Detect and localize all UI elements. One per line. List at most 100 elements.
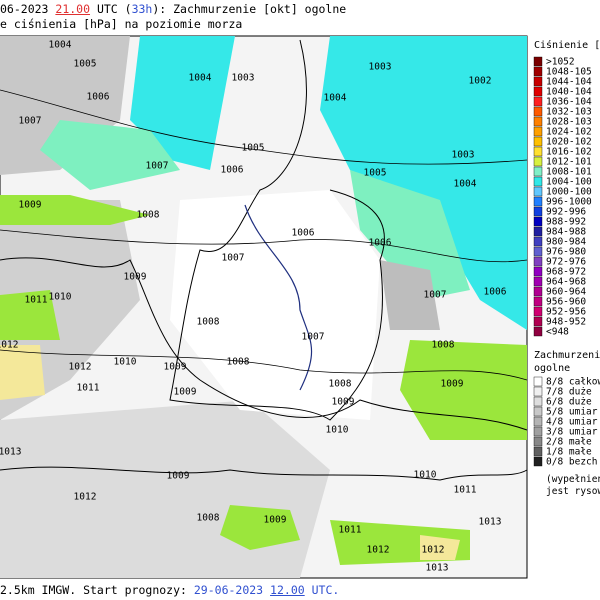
isobar-label: 1010 <box>326 425 349 436</box>
legend-label: 992-996 <box>546 207 586 218</box>
legend-swatch <box>533 186 543 197</box>
legend-title: Zachmurzenie <box>534 350 600 361</box>
footer-part: UTC. <box>304 583 340 597</box>
isobar-label: 1006 <box>484 287 507 298</box>
isobar-label: 1009 <box>164 362 187 373</box>
isobar-label: 1003 <box>232 73 255 84</box>
isobar-label: 1012 <box>74 492 97 503</box>
isobar-label: 1007 <box>146 161 169 172</box>
title-part: ): Zachmurzenie [okt] ogolne <box>152 2 347 16</box>
isobar-label: 1009 <box>264 515 287 526</box>
legend-label: 1016-102 <box>546 147 592 158</box>
isobar <box>0 229 528 263</box>
legend-label: 1/8 małe <box>546 447 592 458</box>
legend-label: 988-992 <box>546 217 586 228</box>
isobar-label: 1012 <box>0 340 18 351</box>
isobar-label: 1004 <box>454 179 477 190</box>
title: 06-2023 21.00 UTC (33h): Zachmurzenie [o… <box>0 2 346 16</box>
legend-swatch <box>533 416 543 427</box>
legend-swatch <box>533 446 543 457</box>
legend-swatch <box>533 266 543 277</box>
legend-swatch <box>533 136 543 147</box>
isobar-label: 1009 <box>174 387 197 398</box>
legend-label: 964-968 <box>546 277 586 288</box>
legend-label: 2/8 małe <box>546 437 592 448</box>
legend-swatch <box>533 76 543 87</box>
legend-swatch <box>533 406 543 417</box>
legend-swatch <box>533 106 543 117</box>
isobar-label: 1003 <box>452 150 475 161</box>
isobar-label: 1009 <box>441 379 464 390</box>
isobar-label: 1002 <box>469 76 492 87</box>
legend-note: jest rysowa <box>546 486 600 497</box>
legend-label: 1036-104 <box>546 97 592 108</box>
legend-label: 1048-105 <box>546 67 592 78</box>
isobar-label: 1009 <box>124 272 147 283</box>
isobar-label: 1008 <box>329 379 352 390</box>
legend-title: Ciśnienie [hP <box>534 39 600 51</box>
yellow-area <box>0 345 45 400</box>
isobar-label: 1006 <box>369 238 392 249</box>
legend-swatch <box>533 146 543 157</box>
legend-label: 984-988 <box>546 227 586 238</box>
title-part: 06-2023 <box>0 2 56 16</box>
legend-swatch <box>533 246 543 257</box>
isobar-label: 1011 <box>339 525 362 536</box>
isobar-label: 1004 <box>189 73 212 84</box>
legend-label: 956-960 <box>546 297 586 308</box>
isobar-label: 1011 <box>25 295 48 306</box>
isobar-label: 1010 <box>414 470 437 481</box>
legend-label: 3/8 umiar <box>546 427 598 438</box>
isobar-label: 1011 <box>77 383 100 394</box>
legend-label: 968-972 <box>546 267 586 278</box>
isobar-label: 1006 <box>221 165 244 176</box>
legend-label: 1000-100 <box>546 187 592 198</box>
legend-swatch <box>533 176 543 187</box>
legend-swatch <box>533 456 543 467</box>
legend-label: 5/8 umiar <box>546 407 598 418</box>
river <box>244 204 313 391</box>
isobar <box>0 89 528 165</box>
legend-swatch <box>533 426 543 437</box>
legend-swatch <box>533 216 543 227</box>
isobar-label: 1008 <box>227 357 250 368</box>
footer: 2.5km IMGW. Start prognozy: 29-06-2023 1… <box>0 583 339 597</box>
mint-area <box>40 120 180 190</box>
cyan-area <box>320 36 527 330</box>
isobar-label: 1005 <box>364 168 387 179</box>
legend-swatch <box>533 376 543 387</box>
yellow-area <box>420 535 460 560</box>
legend-label: 0/8 bezch <box>546 457 597 468</box>
legend-label: 972-976 <box>546 257 586 268</box>
legend-title: ogolne <box>534 363 570 374</box>
legend-label: 1024-102 <box>546 127 592 138</box>
legend-swatch <box>533 256 543 267</box>
legend-swatch <box>533 166 543 177</box>
green-area <box>220 505 300 550</box>
isobar-label: 1005 <box>74 59 97 70</box>
legend-swatch <box>533 96 543 107</box>
legend-swatch <box>533 116 543 127</box>
isobar-label: 1010 <box>49 292 72 303</box>
isobar-label: 1012 <box>69 362 92 373</box>
isobar-label: 1007 <box>302 332 325 343</box>
legend-swatch <box>533 236 543 247</box>
legend-swatch <box>533 66 543 77</box>
mint-area <box>350 170 470 300</box>
legend-swatch <box>533 396 543 407</box>
legend-label: 1008-101 <box>546 167 592 178</box>
cloud-area <box>0 400 330 578</box>
legend-swatch <box>533 126 543 137</box>
legend-label: 6/8 duże <box>546 397 592 408</box>
legend-label: 952-956 <box>546 307 586 318</box>
isobar-label: 1009 <box>167 471 190 482</box>
isobar-label: 1004 <box>49 40 72 51</box>
green-area <box>400 340 527 440</box>
title-part: 33h <box>131 2 153 16</box>
legend-swatch <box>533 296 543 307</box>
legend-label: 1020-102 <box>546 137 592 148</box>
isobar-label: 1005 <box>242 143 265 154</box>
map-layer <box>0 35 528 579</box>
border-line <box>0 466 528 481</box>
